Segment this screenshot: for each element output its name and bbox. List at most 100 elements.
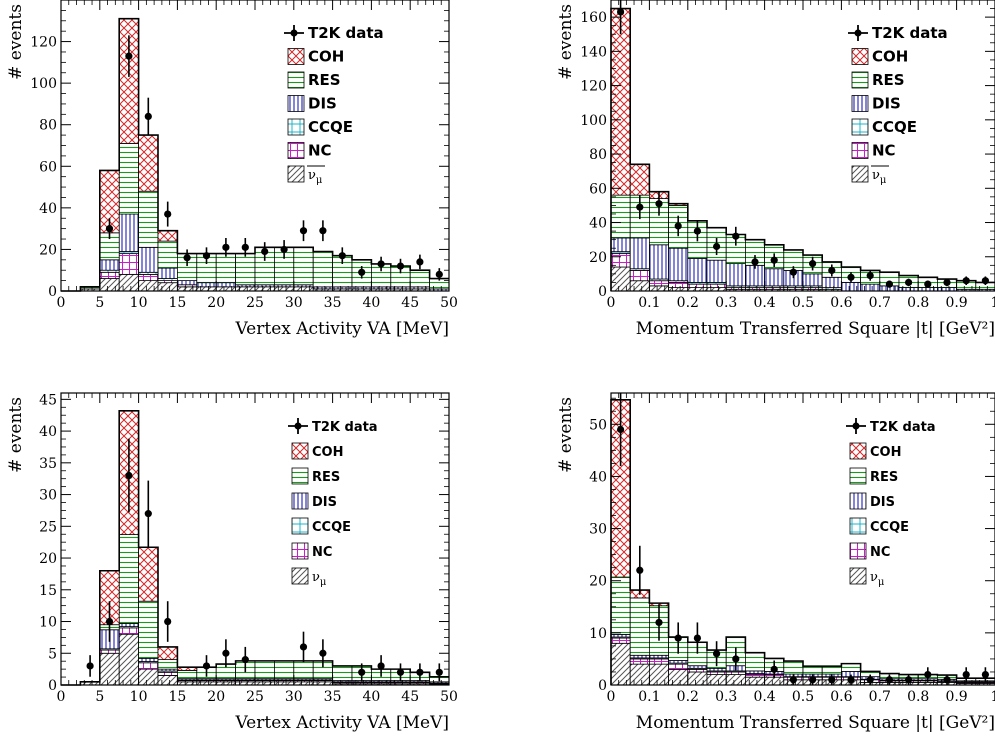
data-point xyxy=(674,634,682,642)
legend-swatch-nc xyxy=(287,142,305,159)
legend-swatch-ccqe xyxy=(291,517,309,535)
bar-coh-0 xyxy=(610,8,631,196)
x-axis-title: Vertex Activity VA [MeV] xyxy=(234,713,449,733)
data-point xyxy=(655,618,663,627)
data-point xyxy=(358,268,366,276)
legend-label-coh: COH xyxy=(872,48,908,66)
y-tick-label: 40 xyxy=(39,201,57,217)
x-tick-label: 25 xyxy=(246,689,264,705)
data-point xyxy=(105,225,114,233)
bar-dis-3 xyxy=(668,247,689,282)
bar-res-0 xyxy=(610,194,631,239)
bar-nubar-3 xyxy=(118,633,139,686)
x-tick-label: 0 xyxy=(57,295,66,311)
bar-dis-3 xyxy=(118,623,139,627)
data-point xyxy=(828,266,836,275)
bar-nubar-5 xyxy=(157,675,178,686)
bar-coh-4 xyxy=(138,546,159,602)
bar-nubar-7 xyxy=(196,286,217,292)
y-tick-label: 120 xyxy=(30,35,57,51)
data-point xyxy=(828,676,836,684)
y-tick-label: 15 xyxy=(39,583,57,599)
data-point xyxy=(617,425,625,434)
bar-res-9 xyxy=(235,253,256,286)
bar-nc-1 xyxy=(629,270,650,282)
legend-swatch-ccqe xyxy=(287,118,305,136)
y-tick-label: 80 xyxy=(589,147,607,163)
legend-label-nc: NC xyxy=(872,142,896,160)
bar-nubar-7 xyxy=(745,676,766,686)
data-point xyxy=(416,668,424,676)
data-point xyxy=(222,243,230,251)
x-tick-label: 0.2 xyxy=(677,689,699,705)
data-point xyxy=(809,676,817,684)
y-axis-title: # events xyxy=(6,4,26,80)
legend-swatch-nc xyxy=(291,542,309,560)
bar-res-5 xyxy=(157,659,178,670)
bar-res-3 xyxy=(118,534,139,624)
bar-res-5 xyxy=(157,240,178,269)
bar-nubar-3 xyxy=(668,668,689,686)
mc-total-outline xyxy=(610,398,995,685)
y-tick-label: 20 xyxy=(589,250,607,266)
bar-nubar-6 xyxy=(725,674,746,686)
legend: T2K data COH RES DIS CCQE NC νμ xyxy=(848,24,948,186)
legend-label-data: T2K data xyxy=(870,420,936,435)
legend-label-nubar: νμ xyxy=(312,570,327,588)
bar-nc-4 xyxy=(138,273,159,282)
x-tick-label: 50 xyxy=(440,689,458,705)
bar-res-13 xyxy=(312,251,334,288)
data-point xyxy=(241,656,249,664)
y-tick-label: 50 xyxy=(589,417,607,433)
bar-res-4 xyxy=(138,600,159,659)
y-tick-label: 25 xyxy=(39,519,57,535)
bar-nubar-1 xyxy=(629,663,650,686)
data-point xyxy=(396,262,405,270)
data-point xyxy=(732,232,740,240)
data-point xyxy=(105,617,114,626)
y-tick-label: 40 xyxy=(39,424,57,440)
mc-total-outline xyxy=(61,17,449,292)
bar-res-3 xyxy=(118,143,139,215)
data-point xyxy=(164,617,172,626)
bar-dis-2 xyxy=(99,259,120,271)
bar-nubar-12 xyxy=(293,286,314,292)
data-point xyxy=(885,280,894,288)
x-tick-label: 15 xyxy=(168,295,186,311)
y-tick-label: 30 xyxy=(589,522,607,538)
data-point xyxy=(125,52,133,60)
legend-label-ccqe: CCQE xyxy=(872,118,917,136)
x-tick-label: 0.9 xyxy=(945,295,967,311)
legend-label-res: RES xyxy=(872,71,905,89)
legend: T2K data COH RES DIS CCQE NC νμ xyxy=(284,24,384,186)
bar-res-4 xyxy=(138,190,159,248)
data-point xyxy=(770,665,778,673)
data-point xyxy=(377,662,385,670)
data-point xyxy=(866,271,874,280)
data-point xyxy=(86,662,94,670)
bar-nubar-8 xyxy=(215,286,236,292)
y-axis-title: # events xyxy=(556,4,576,80)
x-tick-label: 30 xyxy=(285,295,303,311)
legend-swatch-coh xyxy=(849,442,867,460)
y-tick-label: 35 xyxy=(39,456,57,472)
bar-nc-2 xyxy=(99,271,120,279)
x-tick-label: 15 xyxy=(168,689,186,705)
bar-res-11 xyxy=(821,665,842,675)
bar-res-10 xyxy=(254,660,275,680)
bar-dis-13 xyxy=(860,283,881,292)
legend-swatch-coh xyxy=(851,48,869,65)
bar-dis-11 xyxy=(821,276,842,288)
bar-dis-5 xyxy=(706,259,727,283)
legend-label-nubar: νμ xyxy=(308,168,323,186)
bar-res-1 xyxy=(629,597,650,656)
bar-res-7 xyxy=(745,652,766,672)
legend-data-marker xyxy=(294,422,302,430)
bar-dis-6 xyxy=(725,263,746,287)
bar-nc-2 xyxy=(649,280,670,287)
x-tick-label: 35 xyxy=(324,689,342,705)
legend-label-data: T2K data xyxy=(308,24,384,42)
y-tick-label: 10 xyxy=(589,626,607,642)
data-point xyxy=(809,260,817,268)
bar-res-14 xyxy=(332,665,353,681)
